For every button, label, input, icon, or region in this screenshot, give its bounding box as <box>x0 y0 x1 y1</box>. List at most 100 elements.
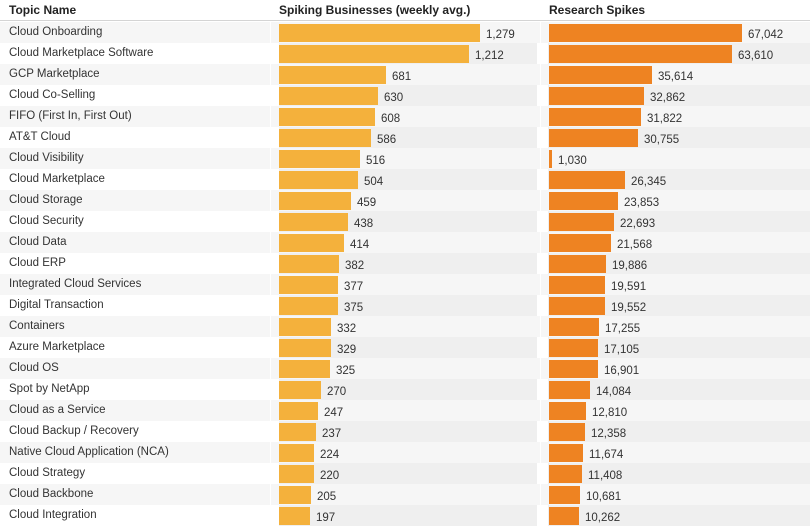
table-row[interactable]: FIFO (First In, First Out) 608 31,822 <box>0 106 810 127</box>
table-row[interactable]: Digital Transaction 375 19,552 <box>0 295 810 316</box>
research-bar[interactable] <box>549 276 605 294</box>
spiking-bar[interactable] <box>279 276 338 294</box>
table-row[interactable]: Cloud OS 325 16,901 <box>0 358 810 379</box>
spiking-value-label: 1,212 <box>475 50 504 62</box>
spiking-bar[interactable] <box>279 66 386 84</box>
table-row[interactable]: GCP Marketplace 681 35,614 <box>0 64 810 85</box>
spiking-bar[interactable] <box>279 129 371 147</box>
table-row[interactable]: Cloud Marketplace 504 26,345 <box>0 169 810 190</box>
spiking-value-label: 325 <box>336 365 356 377</box>
research-value-label: 10,262 <box>585 512 621 524</box>
spiking-value-label: 586 <box>377 134 397 146</box>
table-row[interactable]: Cloud Storage 459 23,853 <box>0 190 810 211</box>
table-row[interactable]: AT&T Cloud 586 30,755 <box>0 127 810 148</box>
spiking-value-label: 220 <box>320 470 340 482</box>
spiking-bar[interactable] <box>279 402 318 420</box>
spiking-bar[interactable] <box>279 465 314 483</box>
research-bar[interactable] <box>549 423 585 441</box>
table-row[interactable]: Cloud Visibility 516 1,030 <box>0 148 810 169</box>
table-row[interactable]: Integrated Cloud Services 377 19,591 <box>0 274 810 295</box>
table-row[interactable]: Cloud as a Service 247 12,810 <box>0 400 810 421</box>
table-row[interactable]: Cloud Onboarding 1,279 67,042 <box>0 22 810 43</box>
table-row[interactable]: Cloud Co-Selling 630 32,862 <box>0 85 810 106</box>
table-row[interactable]: Spot by NetApp 270 14,084 <box>0 379 810 400</box>
research-bar[interactable] <box>549 24 742 42</box>
spiking-bar[interactable] <box>279 486 311 504</box>
spiking-value-label: 205 <box>317 491 337 503</box>
spiking-bar[interactable] <box>279 360 330 378</box>
topic-name: Cloud Strategy <box>9 467 86 479</box>
research-bar[interactable] <box>549 444 583 462</box>
research-bar[interactable] <box>549 234 611 252</box>
spiking-value-label: 608 <box>381 113 401 125</box>
research-bar[interactable] <box>549 87 644 105</box>
research-bar[interactable] <box>549 486 580 504</box>
spiking-bar[interactable] <box>279 339 331 357</box>
research-value-label: 11,408 <box>588 470 623 482</box>
research-bar[interactable] <box>549 255 606 273</box>
table-row[interactable]: Containers 332 17,255 <box>0 316 810 337</box>
topic-name: Native Cloud Application (NCA) <box>9 446 169 458</box>
spiking-bar[interactable] <box>279 507 310 525</box>
table-row[interactable]: Azure Marketplace 329 17,105 <box>0 337 810 358</box>
research-value-label: 67,042 <box>748 29 784 41</box>
topic-column-header[interactable]: Topic Name <box>9 3 77 17</box>
spiking-column-header[interactable]: Spiking Businesses (weekly avg.) <box>279 3 471 17</box>
research-bar[interactable] <box>549 297 605 315</box>
spiking-bar[interactable] <box>279 87 378 105</box>
research-bar[interactable] <box>549 339 598 357</box>
research-value-label: 21,568 <box>617 239 653 251</box>
topic-name: Spot by NetApp <box>9 383 90 395</box>
spiking-bar[interactable] <box>279 45 469 63</box>
topic-name: AT&T Cloud <box>9 131 71 143</box>
spiking-bar[interactable] <box>279 150 360 168</box>
topic-name: FIFO (First In, First Out) <box>9 110 132 122</box>
table-row[interactable]: Cloud ERP 382 19,886 <box>0 253 810 274</box>
research-value-label: 10,681 <box>586 491 622 503</box>
research-bar[interactable] <box>549 129 638 147</box>
spiking-value-label: 247 <box>324 407 344 419</box>
topic-name: Cloud OS <box>9 362 59 374</box>
spiking-bar[interactable] <box>279 444 314 462</box>
table-row[interactable]: Cloud Integration 197 10,262 <box>0 505 810 526</box>
spiking-bar[interactable] <box>279 192 351 210</box>
research-bar[interactable] <box>549 360 598 378</box>
spiking-bar[interactable] <box>279 171 358 189</box>
spiking-value-label: 630 <box>384 92 404 104</box>
spiking-bar[interactable] <box>279 381 321 399</box>
spiking-bar[interactable] <box>279 213 348 231</box>
research-bar[interactable] <box>549 192 618 210</box>
research-bar[interactable] <box>549 381 590 399</box>
research-bar[interactable] <box>549 213 614 231</box>
research-column-header[interactable]: Research Spikes <box>549 3 646 17</box>
topic-name: Cloud Security <box>9 215 84 227</box>
spiking-value-label: 382 <box>345 260 365 272</box>
research-bar[interactable] <box>549 108 641 126</box>
table-row[interactable]: Cloud Marketplace Software 1,212 63,610 <box>0 43 810 64</box>
topic-name: Azure Marketplace <box>9 341 105 353</box>
spiking-bar[interactable] <box>279 255 339 273</box>
research-bar[interactable] <box>549 318 599 336</box>
spiking-bar[interactable] <box>279 318 331 336</box>
research-bar[interactable] <box>549 507 579 525</box>
table-row[interactable]: Cloud Backbone 205 10,681 <box>0 484 810 505</box>
topic-name: Cloud Backbone <box>9 488 94 500</box>
table-row[interactable]: Cloud Data 414 21,568 <box>0 232 810 253</box>
spiking-bar[interactable] <box>279 234 344 252</box>
table-row[interactable]: Cloud Security 438 22,693 <box>0 211 810 232</box>
spiking-bar[interactable] <box>279 297 338 315</box>
research-bar[interactable] <box>549 465 582 483</box>
research-bar[interactable] <box>549 45 732 63</box>
research-bar[interactable] <box>549 171 625 189</box>
table-row[interactable]: Cloud Backup / Recovery 237 12,358 <box>0 421 810 442</box>
table-row[interactable]: Native Cloud Application (NCA) 224 11,674 <box>0 442 810 463</box>
spiking-value-label: 237 <box>322 428 342 440</box>
spiking-bar[interactable] <box>279 423 316 441</box>
spiking-bar[interactable] <box>279 24 480 42</box>
research-bar[interactable] <box>549 66 652 84</box>
research-bar[interactable] <box>549 150 552 168</box>
table-row[interactable]: Cloud Strategy 220 11,408 <box>0 463 810 484</box>
spiking-bar[interactable] <box>279 108 375 126</box>
research-value-label: 32,862 <box>650 92 686 104</box>
research-bar[interactable] <box>549 402 586 420</box>
